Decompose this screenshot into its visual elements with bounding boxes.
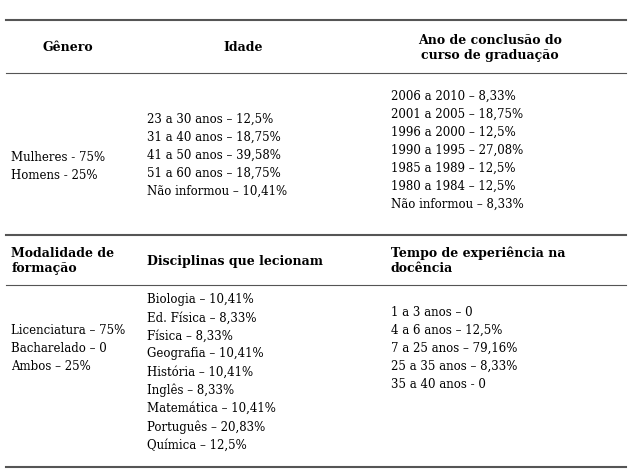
Text: 23 a 30 anos – 12,5%
31 a 40 anos – 18,75%
41 a 50 anos – 39,58%
51 a 60 anos – : 23 a 30 anos – 12,5% 31 a 40 anos – 18,7… [147,112,287,197]
Text: Licenciatura – 75%
Bacharelado – 0
Ambos – 25%: Licenciatura – 75% Bacharelado – 0 Ambos… [11,324,126,372]
Text: Tempo de experiência na
docência: Tempo de experiência na docência [391,247,565,275]
Text: 2006 a 2010 – 8,33%
2001 a 2005 – 18,75%
1996 a 2000 – 12,5%
1990 a 1995 – 27,08: 2006 a 2010 – 8,33% 2001 a 2005 – 18,75%… [391,89,523,210]
Text: Modalidade de
formação: Modalidade de formação [11,247,114,275]
Text: Disciplinas que lecionam: Disciplinas que lecionam [147,254,322,267]
Text: Ano de conclusão do
curso de graduação: Ano de conclusão do curso de graduação [418,34,562,61]
Text: 1 a 3 anos – 0
4 a 6 anos – 12,5%
7 a 25 anos – 79,16%
25 a 35 anos – 8,33%
35 a: 1 a 3 anos – 0 4 a 6 anos – 12,5% 7 a 25… [391,306,517,390]
Text: Idade: Idade [224,41,263,54]
Text: Biologia – 10,41%
Ed. Física – 8,33%
Física – 8,33%
Geografia – 10,41%
História : Biologia – 10,41% Ed. Física – 8,33% Fís… [147,293,276,451]
Text: Gênero: Gênero [43,41,94,54]
Text: Mulheres - 75%
Homens - 25%: Mulheres - 75% Homens - 25% [11,151,106,182]
